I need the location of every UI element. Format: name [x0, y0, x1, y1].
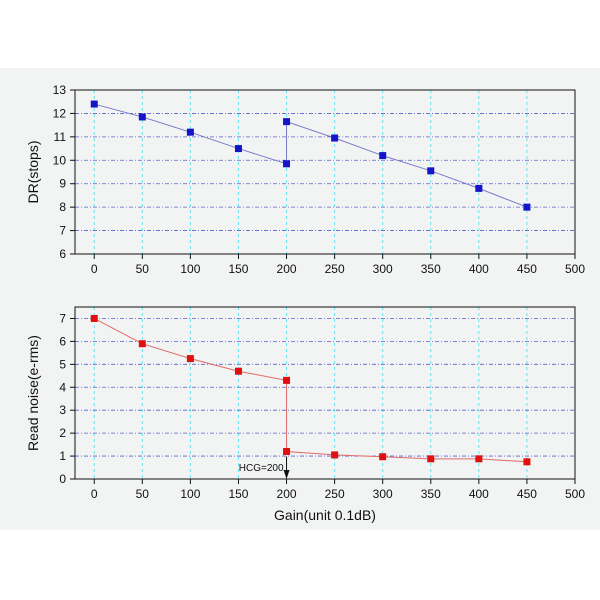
- noise-data-point: [475, 455, 483, 463]
- noise-y-tick-label: 7: [59, 311, 66, 325]
- dr-x-tick-label: 100: [180, 262, 200, 276]
- dr-x-tick-label: 150: [228, 262, 248, 276]
- noise-x-tick-label: 300: [373, 487, 393, 501]
- hcg-arrow-head: [283, 470, 290, 479]
- noise-plot-frame: [74, 306, 576, 480]
- noise-data-point: [427, 455, 435, 463]
- noise-y-axis-title: Read noise(e-rms): [25, 335, 41, 451]
- noise-y-tick-label: 3: [59, 403, 66, 417]
- dr-y-tick-label: 8: [59, 200, 66, 214]
- dr-y-tick-label: 10: [53, 153, 67, 167]
- dr-y-tick-label: 7: [59, 224, 66, 238]
- noise-x-tick-label: 450: [517, 487, 537, 501]
- noise-data-point: [331, 451, 339, 459]
- figure: 0 50 100 150 200 250 300 350 400 450 500 6 7 8 9 10 11 12…: [0, 68, 600, 530]
- dr-y-tick-label: 11: [54, 130, 67, 144]
- noise-data-point: [138, 340, 146, 348]
- dr-x-tick-label: 200: [277, 262, 297, 276]
- noise-data-point: [283, 376, 291, 384]
- dr-x-tick-label: 400: [469, 262, 489, 276]
- noise-series-line: [93, 318, 527, 463]
- noise-data-point: [523, 458, 531, 466]
- noise-y-tick-label: 0: [59, 472, 66, 486]
- dr-y-tick-label: 13: [53, 83, 67, 97]
- noise-data-point: [90, 314, 98, 322]
- chart-svg: 0 50 100 150 200 250 300 350 400 450 5006789101112…: [25, 83, 585, 523]
- dr-series-line: [94, 103, 528, 208]
- noise-x-tick-label: 0: [91, 487, 98, 501]
- dr-x-tick-label: 300: [373, 262, 393, 276]
- noise-x-tick-label: 400: [469, 487, 489, 501]
- dr-data-point: [331, 134, 339, 142]
- dr-data-point: [234, 145, 242, 153]
- dr-x-tick-label: 50: [136, 262, 150, 276]
- dr-y-tick-label: 9: [59, 177, 66, 191]
- noise-y-tick-label: 4: [59, 380, 66, 394]
- dr-data-point: [90, 100, 98, 108]
- noise-x-tick-label: 50: [136, 487, 150, 501]
- noise-y-tick-label: 2: [59, 426, 66, 440]
- dr-y-axis-title: DR(stops): [25, 140, 41, 203]
- noise-x-tick-label: 150: [228, 487, 248, 501]
- dr-x-tick-label: 450: [517, 262, 537, 276]
- dr-x-tick-label: 350: [421, 262, 441, 276]
- dr-data-point: [523, 203, 531, 211]
- noise-x-tick-label: 350: [421, 487, 441, 501]
- noise-x-tick-label: 200: [277, 487, 297, 501]
- dr-data-point: [283, 160, 291, 168]
- noise-data-point: [186, 355, 194, 363]
- noise-y-tick-label: 6: [59, 334, 66, 348]
- noise-data-point: [379, 453, 387, 461]
- dr-data-point: [186, 128, 194, 136]
- dr-y-tick-label: 6: [59, 247, 66, 261]
- dr-data-point: [283, 118, 291, 126]
- dr-y-tick-label: 12: [53, 106, 67, 120]
- noise-y-tick-label: 5: [59, 357, 66, 371]
- dr-data-point: [427, 167, 435, 175]
- noise-y-tick-label: 1: [59, 449, 66, 463]
- dr-x-tick-label: 500: [565, 262, 585, 276]
- noise-x-tick-label: 500: [565, 487, 585, 501]
- dr-x-tick-label: 250: [325, 262, 345, 276]
- dr-data-point: [379, 152, 387, 160]
- noise-data-point: [283, 447, 291, 455]
- dr-plot-frame: [74, 89, 576, 255]
- noise-x-tick-label: 250: [325, 487, 345, 501]
- noise-x-axis-title: Gain(unit 0.1dB): [274, 507, 376, 523]
- dr-x-tick-label: 0: [91, 262, 98, 276]
- noise-x-tick-label: 100: [180, 487, 200, 501]
- hcg-annotation-label: HCG=200: [239, 463, 284, 474]
- dr-data-point: [138, 113, 146, 121]
- dr-data-point: [475, 184, 483, 192]
- noise-data-point: [234, 367, 242, 375]
